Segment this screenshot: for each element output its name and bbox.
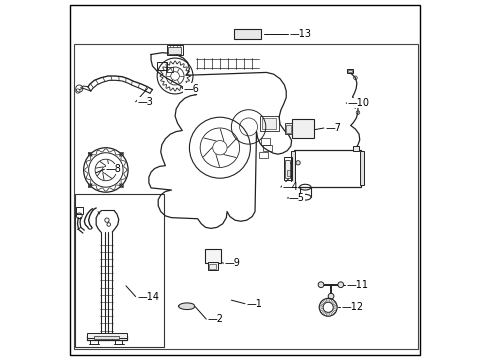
Text: —12: —12 — [342, 302, 364, 312]
Bar — [287, 170, 290, 176]
Bar — [260, 116, 279, 131]
Bar — [259, 152, 269, 158]
Text: —6: —6 — [184, 84, 199, 94]
Circle shape — [328, 293, 334, 299]
Text: —5: —5 — [289, 193, 305, 203]
Text: —7: —7 — [325, 123, 342, 133]
Circle shape — [296, 161, 300, 165]
Bar — [76, 207, 83, 214]
Bar — [261, 138, 270, 145]
Bar — [262, 118, 276, 129]
Text: —4: —4 — [282, 182, 298, 192]
Bar — [74, 44, 418, 348]
Bar — [285, 160, 290, 178]
Bar — [347, 69, 353, 73]
Ellipse shape — [299, 194, 311, 200]
Text: —11: —11 — [346, 280, 368, 290]
Bar — [284, 157, 292, 180]
Bar — [87, 333, 127, 338]
Text: —8: —8 — [106, 164, 122, 174]
Bar — [286, 125, 291, 133]
Text: —9: —9 — [225, 258, 241, 268]
Bar — [157, 62, 167, 69]
Bar — [292, 119, 314, 138]
Text: —3: —3 — [137, 97, 153, 107]
Text: —1: —1 — [246, 299, 262, 309]
Bar — [285, 123, 293, 134]
Bar — [291, 151, 295, 185]
Bar — [208, 262, 218, 270]
Circle shape — [318, 282, 324, 288]
Text: —2: —2 — [208, 314, 224, 324]
Bar — [166, 67, 173, 72]
Text: —14: —14 — [137, 292, 159, 302]
Bar — [263, 145, 272, 151]
Circle shape — [338, 282, 343, 288]
Text: —10: —10 — [347, 98, 369, 108]
Bar — [209, 264, 216, 269]
Polygon shape — [179, 303, 195, 310]
Bar — [74, 194, 164, 347]
Bar — [168, 46, 181, 54]
Text: —13: —13 — [290, 29, 312, 39]
Circle shape — [286, 161, 290, 165]
Bar — [234, 30, 261, 40]
Bar — [94, 336, 120, 338]
Bar — [360, 151, 365, 185]
Bar — [167, 45, 183, 55]
Bar — [294, 149, 361, 187]
Bar — [347, 69, 352, 72]
Bar — [353, 146, 359, 150]
Bar — [205, 249, 221, 263]
